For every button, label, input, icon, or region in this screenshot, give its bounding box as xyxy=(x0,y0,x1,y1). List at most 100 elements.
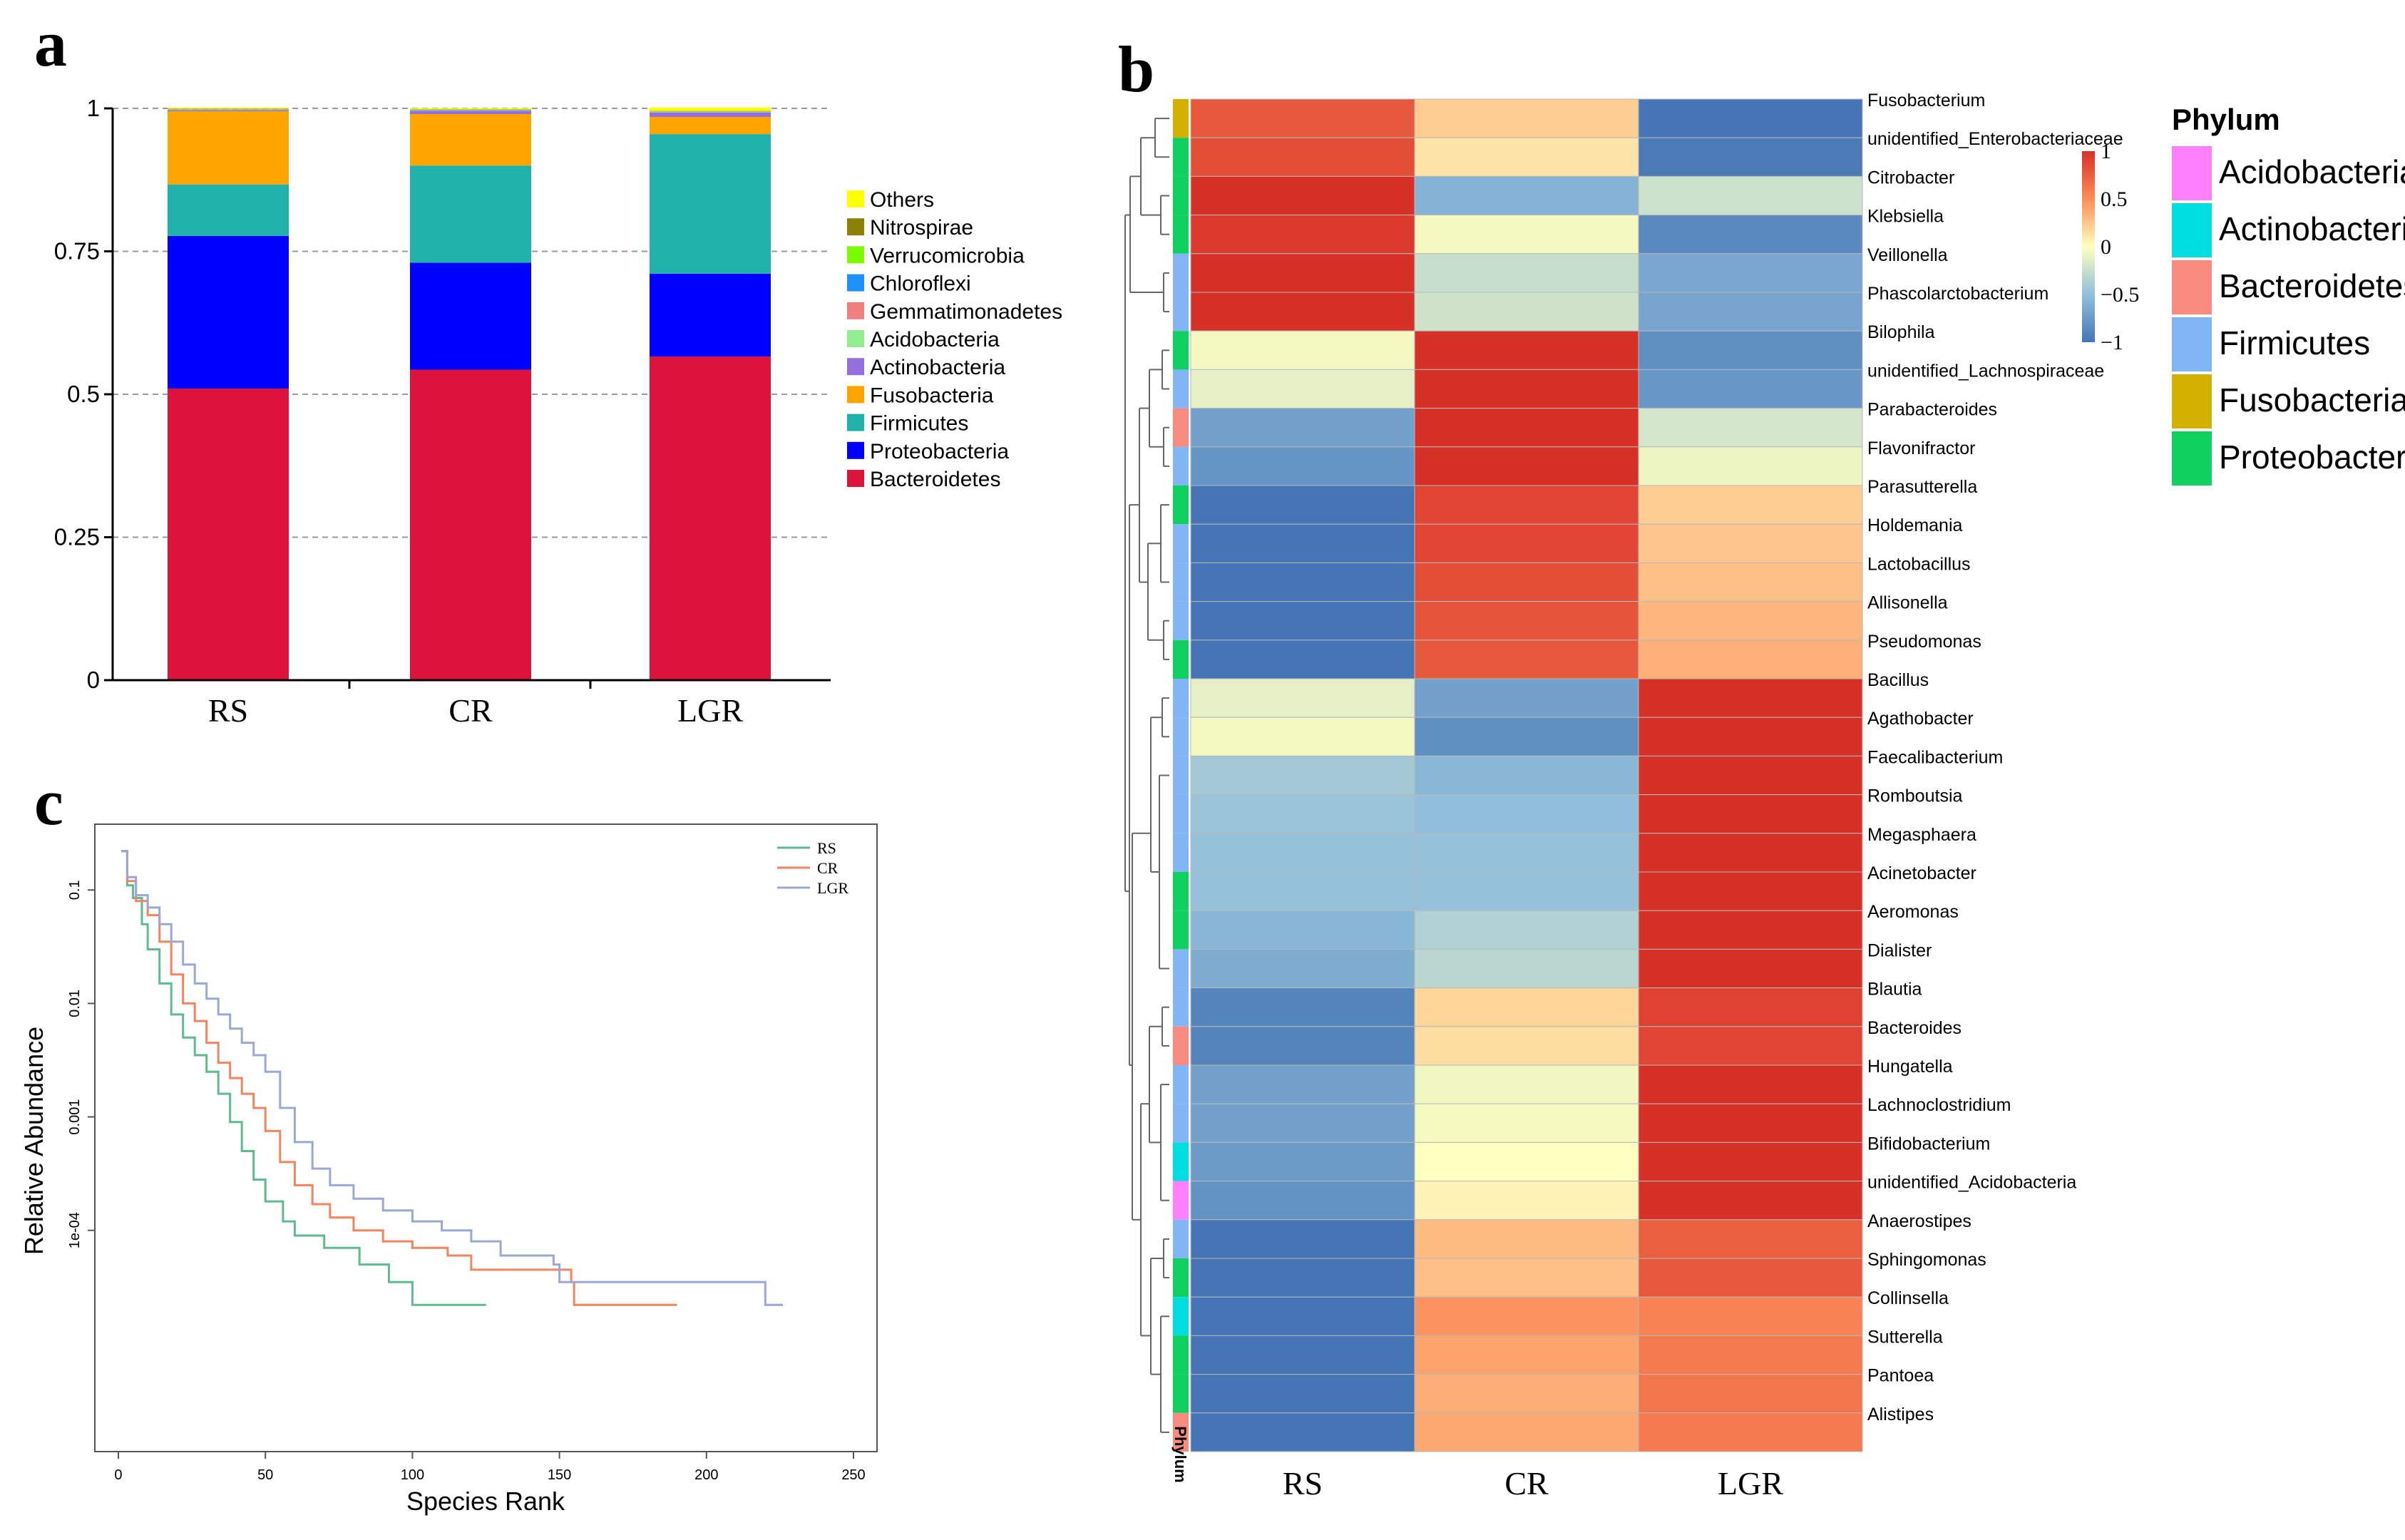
legend-label-actinobacteria: Actinobacteria xyxy=(870,356,1005,379)
phylum-bar-segment xyxy=(1173,524,1189,563)
heatmap-row-label: Alistipes xyxy=(1867,1405,1934,1424)
c-series-line-cr xyxy=(121,850,677,1306)
heatmap-cell xyxy=(1638,987,1863,1027)
heatmap-row-label: Collinsella xyxy=(1867,1288,1949,1308)
phylum-bar-segment xyxy=(1173,1412,1189,1452)
heatmap-cell xyxy=(1414,215,1639,255)
heatmap-row-label: Lachnoclostridium xyxy=(1867,1095,2011,1115)
heatmap-cell xyxy=(1414,601,1639,641)
heatmap-cell xyxy=(1414,485,1639,525)
heatmap-cell xyxy=(1190,1296,1415,1336)
heatmap-cell xyxy=(1190,98,1415,138)
heatmap-cell xyxy=(1190,1374,1415,1414)
c-x-tick-label: 50 xyxy=(257,1467,273,1483)
heatmap-cell xyxy=(1190,1064,1415,1104)
legend-label-chloroflexi: Chloroflexi xyxy=(870,272,971,296)
phylum-bar-segment xyxy=(1173,679,1189,718)
heatmap-cell xyxy=(1638,330,1863,370)
legend-label-gemmatimonadetes: Gemmatimonadetes xyxy=(870,300,1062,324)
heatmap-cell xyxy=(1414,523,1639,563)
bar-lgr-proteobacteria xyxy=(650,273,771,357)
heatmap-row-label: Bifidobacterium xyxy=(1867,1134,1990,1154)
phylum-bar-segment xyxy=(1173,794,1189,833)
heatmap-cell xyxy=(1638,485,1863,525)
heatmap-row-label: Klebsiella xyxy=(1867,207,1944,227)
legend-swatch-acidobacteria xyxy=(847,330,864,347)
phylum-bar-segment xyxy=(1173,99,1189,138)
heatmap-cell xyxy=(1638,833,1863,873)
heatmap-row-label: Anaerostipes xyxy=(1867,1211,1971,1231)
heatmap-cell xyxy=(1414,833,1639,873)
heatmap-cell xyxy=(1414,408,1639,448)
heatmap-cell xyxy=(1638,215,1863,255)
legend-swatch-gemmatimonadetes xyxy=(847,302,864,319)
heatmap-cell xyxy=(1414,253,1639,293)
heatmap-row-label: Bacteroides xyxy=(1867,1018,1962,1038)
c-x-tick-label: 250 xyxy=(841,1467,865,1483)
heatmap-cell xyxy=(1638,562,1863,602)
heatmap-cell xyxy=(1190,755,1415,796)
heatmap-cell xyxy=(1414,755,1639,796)
heatmap-cell xyxy=(1190,1141,1415,1182)
c-x-tick-label: 0 xyxy=(114,1467,122,1483)
heatmap-cell xyxy=(1638,1141,1863,1182)
heatmap-cell xyxy=(1190,253,1415,293)
phylum-bar-segment xyxy=(1173,446,1189,486)
panel-label-c: c xyxy=(34,766,63,838)
phylum-legend-swatch-proteobacteria xyxy=(2172,431,2212,486)
heatmap-cell xyxy=(1190,640,1415,679)
heatmap-cell xyxy=(1638,1374,1863,1414)
bar-rs-fusobacteria xyxy=(168,111,289,185)
heatmap-cell xyxy=(1190,369,1415,409)
bar-cr-others xyxy=(410,108,531,110)
heatmap-cell xyxy=(1414,871,1639,911)
legend-swatch-nitrospirae xyxy=(847,218,864,236)
bar-rs-actinobacteria xyxy=(168,110,289,112)
heatmap-cell xyxy=(1638,369,1863,409)
phylum-bar-segment xyxy=(1173,292,1189,332)
heatmap-cell xyxy=(1414,369,1639,409)
a-x-tick-label: CR xyxy=(448,692,493,729)
phylum-bar-segment xyxy=(1173,176,1189,215)
legend-label-verrucomicrobia: Verrucomicrobia xyxy=(870,244,1025,267)
heatmap-row-label: Parasutterella xyxy=(1867,477,1977,497)
phylum-bar-segment xyxy=(1173,331,1189,370)
bar-lgr-bacteroidetes xyxy=(650,356,771,680)
heatmap-cell xyxy=(1190,562,1415,602)
heatmap-cell xyxy=(1414,910,1639,950)
panel-b-heatmap: Fusobacterium unidentified_Enterobacteria… xyxy=(1124,91,2405,1502)
heatmap-row-label: unidentified_Lachnospiraceae xyxy=(1867,361,2104,381)
heatmap-cell xyxy=(1190,1219,1415,1259)
heatmap-row-label: unidentified_Enterobacteriaceae xyxy=(1867,129,2123,149)
colorbar-tick-label: −0.5 xyxy=(2101,283,2139,307)
legend-label-proteobacteria: Proteobacteria xyxy=(870,440,1009,463)
legend-label-bacteroidetes: Bacteroidetes xyxy=(870,468,1000,491)
heatmap-cell xyxy=(1414,987,1639,1027)
heatmap-row-label: Fusobacterium xyxy=(1867,91,1985,111)
heatmap-cell xyxy=(1190,987,1415,1027)
a-y-tick-label: 0 xyxy=(87,667,100,693)
heatmap-row-label: Allisonella xyxy=(1867,593,1948,613)
c-series-line-rs xyxy=(121,850,486,1306)
heatmap-cell xyxy=(1414,1296,1639,1336)
heatmap-cell xyxy=(1190,215,1415,255)
legend-swatch-actinobacteria xyxy=(847,358,864,376)
phylum-bar-segment xyxy=(1173,756,1189,795)
heatmap-row-label: Citrobacter xyxy=(1867,168,1954,188)
heatmap-cell xyxy=(1638,1412,1863,1452)
bar-lgr-firmicutes xyxy=(650,134,771,274)
legend-label-acidobacteria: Acidobacteria xyxy=(870,328,1000,351)
c-legend-label-lgr: LGR xyxy=(817,879,848,897)
a-y-tick-label: 1 xyxy=(87,95,100,121)
phylum-bar-segment xyxy=(1173,253,1189,292)
heatmap-cell xyxy=(1190,948,1415,989)
heatmap-cell xyxy=(1190,717,1415,756)
heatmap-row-label: Acinetobacter xyxy=(1867,863,1976,883)
heatmap-row-label: Megasphaera xyxy=(1867,825,1976,845)
phylum-legend-swatch-acidobacteria xyxy=(2172,146,2212,200)
heatmap-cell xyxy=(1638,1258,1863,1298)
heatmap-cell xyxy=(1638,910,1863,950)
c-y-tick-label: 1e-04 xyxy=(67,1212,83,1248)
heatmap-cell xyxy=(1638,446,1863,486)
